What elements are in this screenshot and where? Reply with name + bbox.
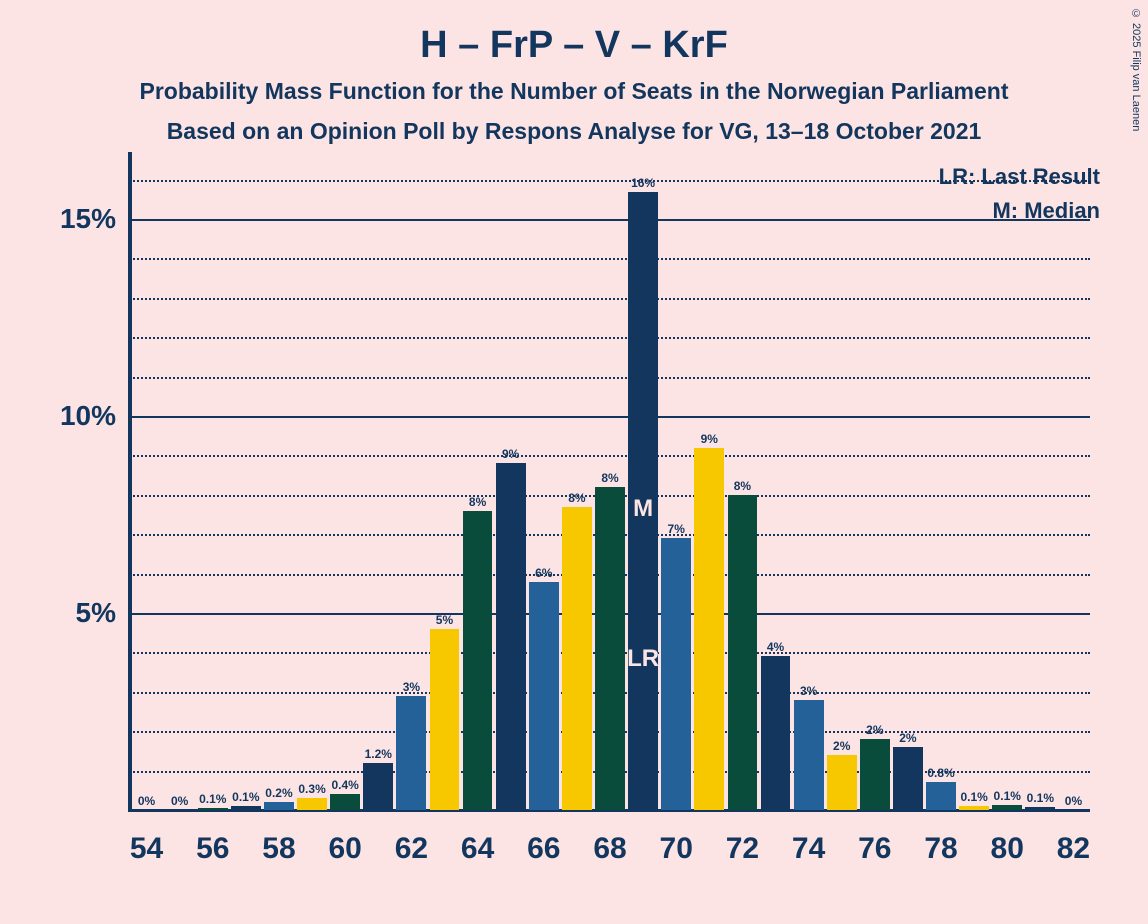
annotation-median: M xyxy=(633,495,653,523)
x-tick-label: 72 xyxy=(726,832,759,866)
x-tick-label: 70 xyxy=(660,832,693,866)
bar: 3% xyxy=(794,700,824,810)
bar-label: 0.1% xyxy=(1027,791,1054,805)
bar-label: 2% xyxy=(866,723,883,737)
y-tick-label: 5% xyxy=(76,597,116,629)
bar: 0.4% xyxy=(330,794,360,810)
bar: 0.1% xyxy=(1025,807,1055,810)
bar-label: 9% xyxy=(701,432,718,446)
bar-label: 0.1% xyxy=(232,790,259,804)
bar-label: 9% xyxy=(502,447,519,461)
bar: 8% xyxy=(562,507,592,810)
bar: 0.8% xyxy=(926,782,956,810)
bar: 0.2% xyxy=(264,802,294,810)
chart-subtitle-2: Based on an Opinion Poll by Respons Anal… xyxy=(0,118,1148,145)
bar-label: 8% xyxy=(734,479,751,493)
bar-label: 0.8% xyxy=(927,766,954,780)
bar: 3% xyxy=(396,696,426,810)
bar-label: 6% xyxy=(535,566,552,580)
x-tick-label: 76 xyxy=(858,832,891,866)
bar-label: 3% xyxy=(800,684,817,698)
bar-label: 0.4% xyxy=(331,778,358,792)
bar-label: 0% xyxy=(171,794,188,808)
grid-major xyxy=(130,416,1090,418)
chart-subtitle-1: Probability Mass Function for the Number… xyxy=(0,78,1148,105)
x-tick-label: 78 xyxy=(924,832,957,866)
x-tick-label: 62 xyxy=(395,832,428,866)
x-tick-label: 66 xyxy=(527,832,560,866)
bar-label: 0% xyxy=(1065,794,1082,808)
bar: 0.1% xyxy=(231,806,261,810)
bar: 0.1% xyxy=(959,806,989,810)
y-tick-label: 15% xyxy=(60,203,116,235)
bar: 9% xyxy=(694,448,724,810)
bar-label: 16% xyxy=(631,176,655,190)
bar-label: 2% xyxy=(899,731,916,745)
annotation-last-result: LR xyxy=(627,645,659,673)
x-tick-label: 82 xyxy=(1057,832,1090,866)
grid-minor xyxy=(130,180,1090,182)
grid-minor xyxy=(130,337,1090,339)
bar-label: 0.1% xyxy=(994,789,1021,803)
x-tick-label: 80 xyxy=(991,832,1024,866)
y-tick-label: 10% xyxy=(60,400,116,432)
bar: 6% xyxy=(529,582,559,810)
plot-area: 5%10%15%5456586062646668707274767880820%… xyxy=(130,160,1090,810)
bar-label: 7% xyxy=(668,522,685,536)
bar: 4% xyxy=(761,656,791,810)
grid-minor xyxy=(130,455,1090,457)
x-tick-label: 60 xyxy=(328,832,361,866)
x-tick-label: 68 xyxy=(593,832,626,866)
grid-minor xyxy=(130,258,1090,260)
bar-label: 4% xyxy=(767,640,784,654)
bar: 7% xyxy=(661,538,691,810)
chart-title: H – FrP – V – KrF xyxy=(0,24,1148,67)
grid-minor xyxy=(130,377,1090,379)
bar: 8% xyxy=(595,487,625,810)
copyright: © 2025 Filip van Laenen xyxy=(1130,8,1142,131)
bar: 9% xyxy=(496,463,526,810)
bar: 0.3% xyxy=(297,798,327,810)
bar-label: 0.1% xyxy=(199,792,226,806)
bar-label: 0.3% xyxy=(298,782,325,796)
bar-label: 8% xyxy=(469,495,486,509)
bar: 2% xyxy=(827,755,857,810)
bar: 0.1% xyxy=(992,805,1022,810)
bar-label: 3% xyxy=(403,680,420,694)
bar: 8% xyxy=(728,495,758,810)
bar: 2% xyxy=(860,739,890,810)
bar-label: 0.1% xyxy=(960,790,987,804)
grid-minor xyxy=(130,298,1090,300)
bar: 0.1% xyxy=(198,808,228,810)
bar-label: 8% xyxy=(601,471,618,485)
bar: 2% xyxy=(893,747,923,810)
grid-major xyxy=(130,219,1090,221)
x-tick-label: 64 xyxy=(461,832,494,866)
x-tick-label: 74 xyxy=(792,832,825,866)
bar-label: 2% xyxy=(833,739,850,753)
bar-label: 0.2% xyxy=(265,786,292,800)
bar-label: 1.2% xyxy=(365,747,392,761)
x-tick-label: 56 xyxy=(196,832,229,866)
bar: 5% xyxy=(430,629,460,810)
y-axis xyxy=(128,152,132,810)
bar: 8% xyxy=(463,511,493,810)
x-tick-label: 58 xyxy=(262,832,295,866)
bar: 1.2% xyxy=(363,763,393,810)
bar-label: 5% xyxy=(436,613,453,627)
x-tick-label: 54 xyxy=(130,832,163,866)
bar-label: 8% xyxy=(568,491,585,505)
chart-container: H – FrP – V – KrF Probability Mass Funct… xyxy=(0,0,1148,924)
bar-label: 0% xyxy=(138,794,155,808)
